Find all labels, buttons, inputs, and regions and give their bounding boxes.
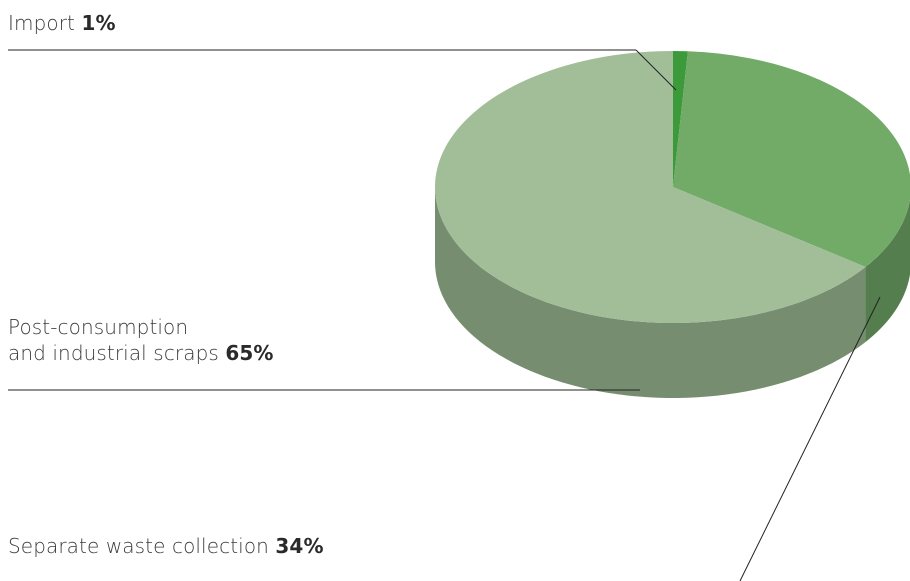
- pie-slices: [435, 51, 910, 398]
- label-import-value: 1%: [81, 11, 116, 35]
- slice-import: [673, 51, 688, 187]
- slice-separate-collection-side: [865, 199, 910, 342]
- leader-line-separate: [739, 296, 881, 581]
- label-post-value: 65%: [225, 341, 274, 365]
- label-separate-value: 34%: [275, 534, 324, 558]
- label-separate-name: Separate waste collection: [8, 534, 269, 558]
- leader-lines: [8, 49, 881, 581]
- slice-post-consumption-side: [435, 187, 866, 398]
- label-post-line2: and industrial scraps: [8, 341, 219, 365]
- label-post-line1: Post-consumption: [8, 315, 189, 339]
- leader-line-import: [635, 49, 677, 91]
- slice-separate-collection: [673, 51, 910, 267]
- label-import-name: Import: [8, 11, 75, 35]
- label-separate-collection: Separate waste collection 34%: [8, 533, 324, 559]
- label-post-consumption: Post-consumption and industrial scraps 6…: [8, 314, 274, 366]
- slice-post-consumption: [435, 51, 866, 323]
- label-import: Import 1%: [8, 10, 116, 36]
